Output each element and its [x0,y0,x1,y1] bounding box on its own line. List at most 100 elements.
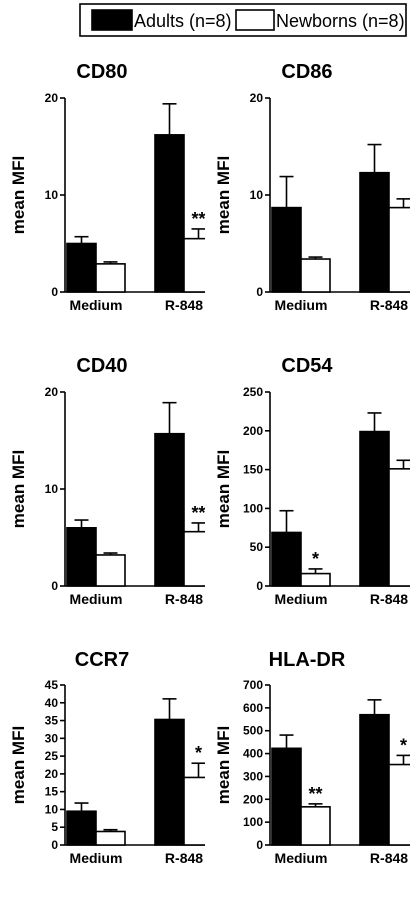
chart-title: CD54 [281,355,333,377]
y-tick-label: 10 [45,802,59,816]
significance-newborns-medium: * [312,549,319,569]
y-axis-label: mean MFI [9,726,28,804]
significance-newborns-r848: ** [191,503,205,523]
bar-newborns-r848 [183,776,205,846]
y-tick-label: 0 [256,285,263,299]
y-tick-label: 5 [51,820,58,834]
bar-adults-medium [66,242,97,293]
x-tick-label-medium: Medium [275,297,328,313]
y-tick-label: 20 [45,385,59,399]
bar-newborns-medium [300,258,331,293]
bar-newborns-medium [95,830,126,846]
bar-adults-medium [271,531,302,587]
x-tick-label-r848: R-848 [165,297,203,313]
y-tick-label: 250 [243,385,263,399]
legend-swatch-newborns [235,9,275,31]
x-tick-label-medium: Medium [275,591,328,607]
x-tick-label-r848: R-848 [370,850,408,866]
legend-swatch-adults [91,9,133,31]
bar-adults-r848 [154,718,185,846]
bar-newborns-r848 [388,206,410,293]
legend-svg: Adults (n=8) Newborns (n=8) [79,3,407,37]
bar-adults-medium [271,747,302,846]
y-tick-label: 10 [45,482,59,496]
x-tick-label-r848: R-848 [370,591,408,607]
bar-newborns-r848 [388,468,410,587]
y-tick-label: 30 [45,731,59,745]
chart-title: CD86 [281,61,332,83]
chart-title: HLA-DR [269,649,346,671]
bar-newborns-r848 [183,237,205,293]
chart-title: CD40 [76,355,127,377]
y-tick-label: 20 [45,91,59,105]
y-tick-label: 500 [243,724,263,738]
bar-adults-medium [66,810,97,846]
bar-newborns-medium [300,572,331,587]
y-tick-label: 25 [45,749,59,763]
chart-cd54: CD54 mean MFI 0 50 100 150 200 250 * Medium R-848 [205,336,410,626]
bar-newborns-medium [95,263,126,293]
y-tick-label: 0 [51,579,58,593]
y-tick-label: 40 [45,696,59,710]
chart-cd40-svg: CD40 mean MFI 0 10 20 ** Medium R-848 [9,355,205,607]
y-tick-label: 700 [243,678,263,692]
y-axis-label: mean MFI [214,156,233,234]
chart-cd54-svg: CD54 mean MFI 0 50 100 150 200 250 * Medium R-848 [214,355,410,607]
bar-adults-r848 [154,432,185,587]
y-tick-label: 10 [45,188,59,202]
bar-adults-r848 [359,430,390,587]
y-tick-label: 0 [256,838,263,852]
legend-label-newborns: Newborns (n=8) [276,11,405,31]
y-tick-label: 0 [51,838,58,852]
y-tick-label: 400 [243,747,263,761]
bar-adults-r848 [359,171,390,293]
x-tick-label-medium: Medium [70,850,123,866]
chart-cd86: CD86 mean MFI 0 10 20 Medium R-848 [205,42,410,332]
bar-adults-medium [66,527,97,587]
y-tick-label: 10 [250,188,264,202]
chart-cd80-svg: CD80 mean MFI 0 10 20 ** Medium R-848 [9,61,205,313]
y-axis-label: mean MFI [9,450,28,528]
x-tick-label-medium: Medium [275,850,328,866]
chart-cd86-svg: CD86 mean MFI 0 10 20 Medium R-848 [214,61,410,313]
chart-title: CCR7 [75,649,129,671]
y-tick-label: 20 [250,91,264,105]
bar-adults-r848 [154,134,185,293]
y-tick-label: 35 [45,714,59,728]
bar-adults-r848 [359,713,390,846]
bar-newborns-r848 [183,530,205,587]
y-tick-label: 0 [51,285,58,299]
chart-hla-dr: HLA-DR mean MFI 0 100 200 300 400 500 600 700 ** * M… [205,610,410,900]
y-tick-label: 45 [45,678,59,692]
y-tick-label: 200 [243,424,263,438]
y-tick-label: 0 [256,579,263,593]
x-tick-label-r848: R-848 [165,850,203,866]
x-tick-label-r848: R-848 [165,591,203,607]
y-tick-label: 20 [45,767,59,781]
y-axis-label: mean MFI [9,156,28,234]
bar-newborns-medium [95,554,126,587]
significance-newborns-r848: * [400,735,407,755]
y-tick-label: 200 [243,792,263,806]
y-tick-label: 100 [243,815,263,829]
y-tick-label: 600 [243,701,263,715]
y-tick-label: 50 [250,540,264,554]
y-axis-label: mean MFI [214,726,233,804]
significance-newborns-r848: ** [191,209,205,229]
legend: Adults (n=8) Newborns (n=8) [0,0,410,40]
x-tick-label-medium: Medium [70,591,123,607]
significance-newborns-r848: * [195,743,202,763]
bar-adults-medium [271,206,302,293]
chart-title: CD80 [76,61,127,83]
bar-newborns-r848 [388,763,410,846]
chart-cd80: CD80 mean MFI 0 10 20 ** Medium R-848 [0,42,205,332]
y-tick-label: 100 [243,501,263,515]
bar-newborns-medium [300,806,331,846]
chart-ccr7-svg: CCR7 mean MFI 0 5 10 15 20 25 30 35 40 45 * Medium R-8… [9,649,205,866]
chart-ccr7: CCR7 mean MFI 0 5 10 15 20 25 30 35 40 45 * Medium R-8… [0,610,205,900]
chart-cd40: CD40 mean MFI 0 10 20 ** Medium R-848 [0,336,205,626]
y-tick-label: 300 [243,769,263,783]
x-tick-label-r848: R-848 [370,297,408,313]
y-axis-label: mean MFI [214,450,233,528]
